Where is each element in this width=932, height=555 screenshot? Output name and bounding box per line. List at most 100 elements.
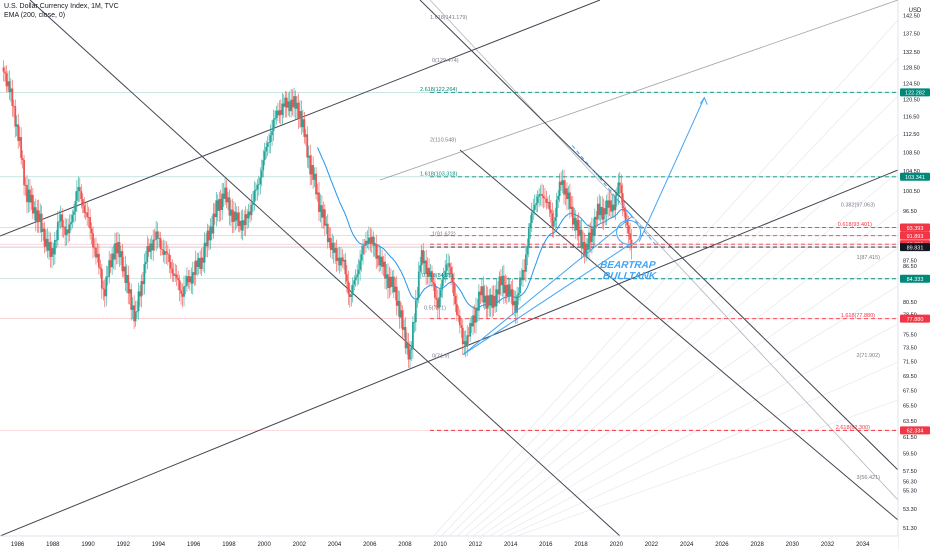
- candle-body[interactable]: [221, 193, 224, 211]
- candle-body[interactable]: [271, 131, 273, 136]
- candle-body[interactable]: [34, 207, 37, 223]
- candle-body[interactable]: [326, 223, 329, 243]
- candle-body[interactable]: [524, 254, 527, 272]
- candle-body[interactable]: [520, 277, 523, 281]
- candle-body[interactable]: [71, 214, 74, 223]
- candle-body[interactable]: [588, 232, 590, 250]
- candle-body[interactable]: [95, 247, 97, 258]
- candle-body[interactable]: [215, 200, 218, 218]
- candle-body[interactable]: [382, 261, 385, 267]
- candle-body[interactable]: [613, 204, 615, 211]
- candle-body[interactable]: [310, 165, 313, 175]
- candle-body[interactable]: [128, 289, 131, 294]
- candle-body[interactable]: [9, 88, 12, 93]
- candle-body[interactable]: [158, 238, 160, 239]
- candle-body[interactable]: [2, 67, 5, 72]
- candle-body[interactable]: [68, 224, 71, 234]
- candle-body[interactable]: [397, 300, 400, 306]
- candle-body[interactable]: [345, 274, 348, 282]
- candle-body[interactable]: [479, 291, 482, 296]
- candle-body[interactable]: [554, 217, 557, 221]
- candle-body[interactable]: [538, 194, 540, 197]
- candle-body[interactable]: [161, 248, 163, 250]
- candle-body[interactable]: [84, 212, 87, 214]
- candle-body[interactable]: [122, 266, 125, 272]
- candle-body[interactable]: [511, 289, 514, 306]
- candle-body[interactable]: [285, 97, 288, 108]
- candle-body[interactable]: [130, 289, 133, 310]
- candle-body[interactable]: [536, 196, 539, 204]
- candle-body[interactable]: [293, 96, 295, 108]
- candle-body[interactable]: [172, 273, 175, 276]
- candle-body[interactable]: [579, 229, 582, 236]
- candle-body[interactable]: [235, 212, 238, 221]
- candle-body[interactable]: [225, 187, 228, 203]
- candle-body[interactable]: [544, 198, 546, 199]
- candle-body[interactable]: [49, 242, 52, 257]
- candle-body[interactable]: [570, 206, 573, 209]
- candle-body[interactable]: [375, 244, 378, 259]
- candle-body[interactable]: [12, 105, 15, 107]
- candle-body[interactable]: [7, 81, 9, 87]
- candle-body[interactable]: [11, 88, 14, 106]
- candle-body[interactable]: [263, 151, 266, 161]
- candle-body[interactable]: [115, 243, 118, 254]
- candle-body[interactable]: [406, 343, 408, 349]
- candle-body[interactable]: [250, 204, 253, 216]
- candle-body[interactable]: [108, 260, 111, 277]
- candle-body[interactable]: [466, 335, 469, 347]
- candle-body[interactable]: [187, 276, 190, 283]
- candle-body[interactable]: [8, 81, 11, 93]
- candle-body[interactable]: [142, 281, 144, 285]
- candle-body[interactable]: [573, 217, 576, 225]
- candle-body[interactable]: [414, 300, 417, 322]
- candle-body[interactable]: [410, 347, 413, 350]
- candle-body[interactable]: [541, 194, 543, 196]
- candle-body[interactable]: [230, 209, 232, 216]
- candle-body[interactable]: [59, 214, 62, 222]
- candle-body[interactable]: [591, 228, 593, 243]
- candle-body[interactable]: [27, 189, 30, 203]
- candle-body[interactable]: [392, 276, 395, 293]
- candle-body[interactable]: [546, 201, 549, 203]
- candle-body[interactable]: [598, 203, 601, 216]
- candle-body[interactable]: [175, 274, 178, 278]
- candle-body[interactable]: [429, 271, 432, 277]
- candle-body[interactable]: [241, 220, 244, 231]
- candle-body[interactable]: [77, 187, 80, 191]
- candle-body[interactable]: [277, 110, 279, 116]
- candle-body[interactable]: [627, 225, 630, 234]
- candle-body[interactable]: [582, 242, 585, 249]
- candle-body[interactable]: [557, 195, 560, 200]
- candle-body[interactable]: [535, 203, 538, 205]
- candle-body[interactable]: [527, 228, 530, 247]
- candle-body[interactable]: [17, 124, 20, 141]
- candle-body[interactable]: [109, 260, 112, 268]
- candle-body[interactable]: [473, 315, 476, 323]
- candle-body[interactable]: [472, 315, 474, 327]
- candle-body[interactable]: [567, 192, 570, 199]
- candle-body[interactable]: [275, 110, 278, 118]
- candle-body[interactable]: [206, 230, 209, 247]
- candle-body[interactable]: [299, 111, 301, 119]
- candle-body[interactable]: [488, 295, 491, 306]
- candle-body[interactable]: [23, 160, 25, 186]
- candle-body[interactable]: [329, 238, 332, 250]
- candle-body[interactable]: [354, 277, 357, 281]
- candle-body[interactable]: [196, 260, 199, 268]
- candle-body[interactable]: [103, 289, 106, 297]
- candle-body[interactable]: [436, 299, 439, 308]
- candle-body[interactable]: [425, 260, 428, 274]
- candle-body[interactable]: [87, 217, 90, 218]
- candle-body[interactable]: [365, 240, 367, 246]
- candle-body[interactable]: [213, 213, 216, 218]
- candle-body[interactable]: [332, 242, 335, 253]
- candle-body[interactable]: [456, 304, 458, 316]
- candle-body[interactable]: [417, 271, 420, 298]
- candle-body[interactable]: [15, 124, 18, 127]
- candle-body[interactable]: [237, 212, 240, 226]
- candle-body[interactable]: [363, 245, 366, 247]
- candle-body[interactable]: [599, 206, 602, 216]
- candle-body[interactable]: [260, 170, 263, 178]
